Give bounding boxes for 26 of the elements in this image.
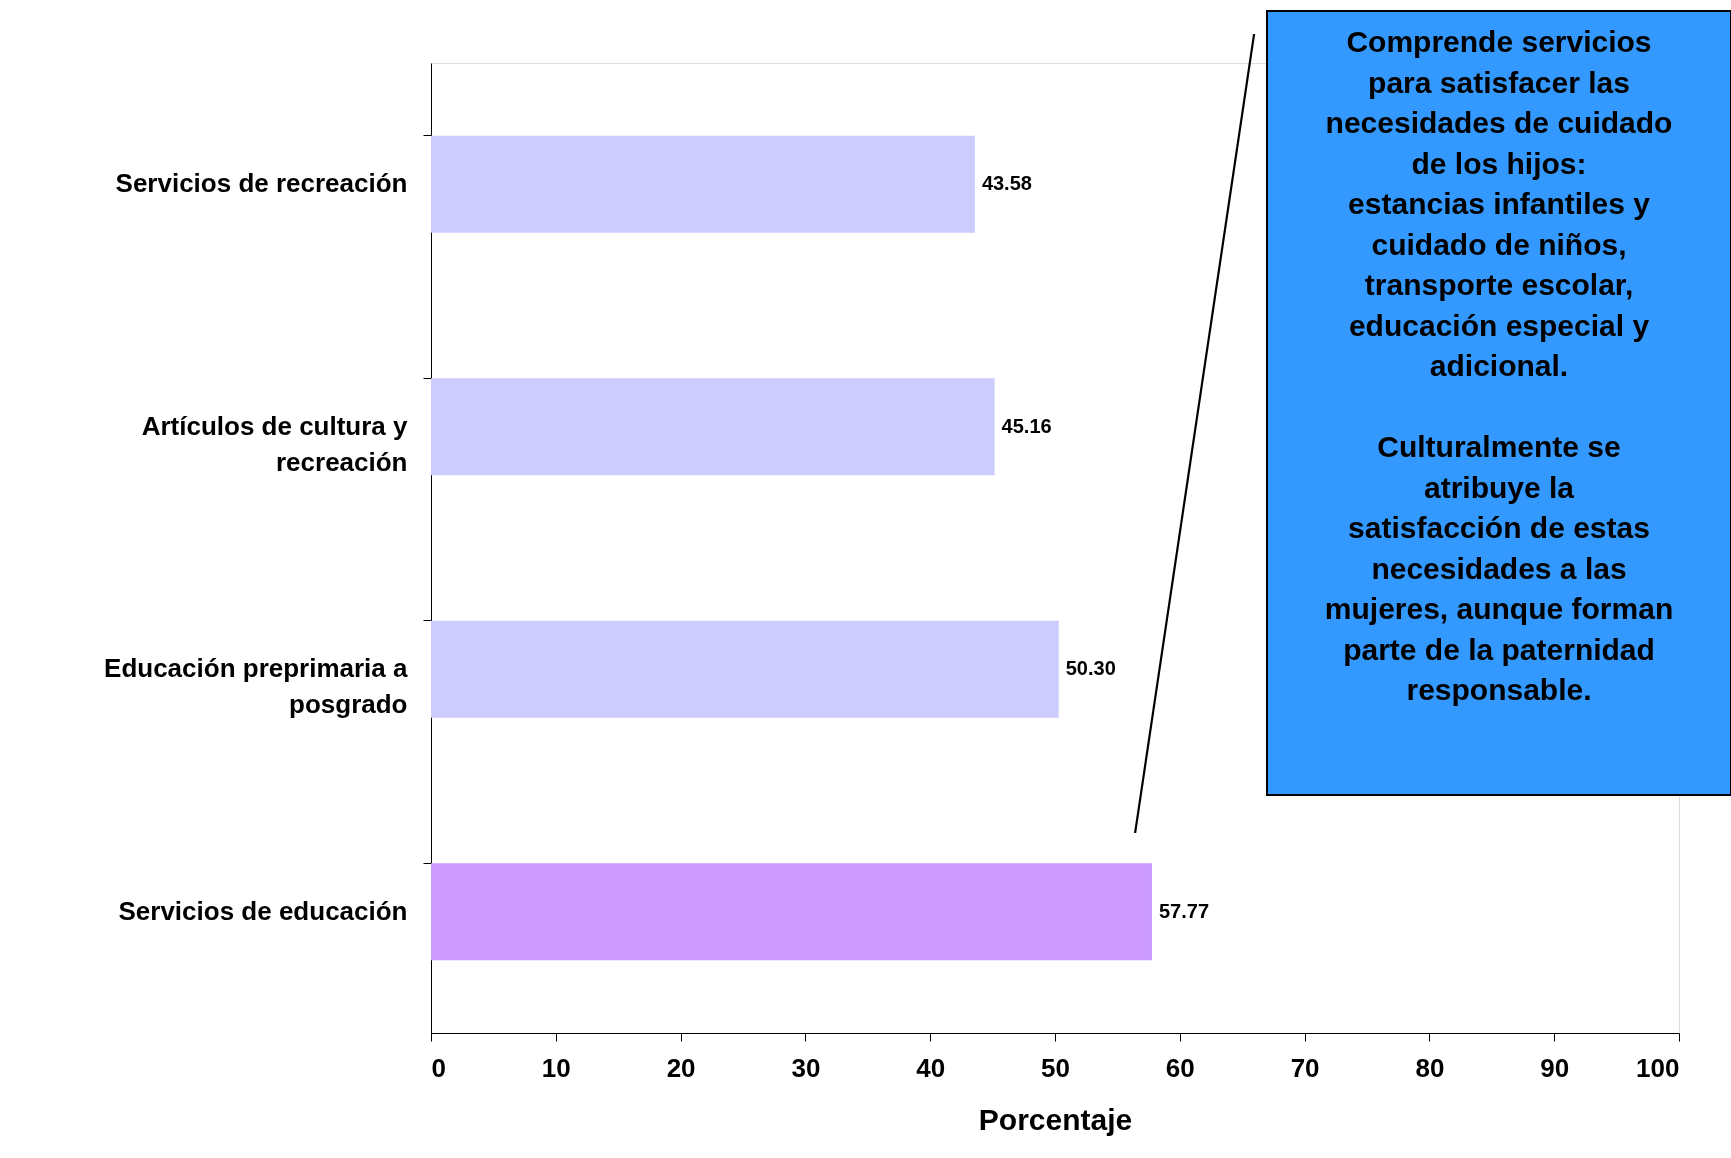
x-tick-label: 50 — [1041, 1052, 1070, 1083]
data-label: 57.77 — [1158, 899, 1210, 922]
data-label: 43.58 — [981, 172, 1032, 195]
y-tick-label: Educación preprimaria a posgrado — [104, 653, 409, 720]
x-tick-label: 10 — [541, 1052, 571, 1083]
y-tick-label: Servicios de educación — [118, 895, 408, 926]
y-tick-label: Artículos de cultura y recreación — [141, 410, 409, 477]
x-tick-label: 40 — [916, 1052, 946, 1083]
annotation: Culturalmente se atribuye la satisfacción de estas necesidades a las mujeres, aunque forman parte de la paternidad responsable. — [1324, 430, 1674, 706]
data-label: 50.30 — [1065, 657, 1116, 680]
x-axis-title: Porcentaje — [978, 1102, 1133, 1136]
x-tick-label: 30 — [791, 1052, 821, 1083]
text: Comprende servicios para satisfacer las necesidades de cuidado de los hijos: estancias infantiles y cuidado de niños, transporte escolar, educación especial y adicional. — [1325, 25, 1673, 382]
x-tick-label: 70 — [1290, 1052, 1320, 1083]
x-tick-label: 100 — [1636, 1052, 1680, 1083]
x-tick-label: 80 — [1415, 1052, 1445, 1083]
bar — [431, 135, 975, 233]
bar — [431, 863, 1152, 961]
x-tick-label: 0 — [431, 1052, 446, 1083]
bar — [431, 378, 995, 476]
x-tick-label: 20 — [666, 1052, 696, 1083]
data-label: 45.16 — [1001, 414, 1052, 437]
x-tick-label: 90 — [1540, 1052, 1570, 1083]
bar — [431, 620, 1059, 718]
x-tick-label: 60 — [1165, 1052, 1195, 1083]
y-tick-label: Servicios de recreación — [115, 168, 408, 199]
